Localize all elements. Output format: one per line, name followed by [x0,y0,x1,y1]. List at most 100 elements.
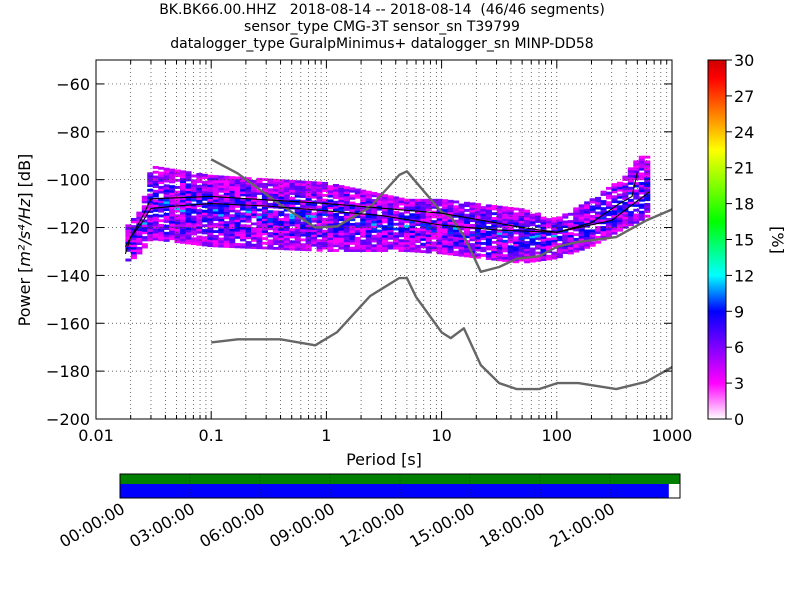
psd-cell [289,240,296,244]
psd-cell [251,236,258,240]
psd-cell [524,236,531,240]
psd-cell [245,210,252,214]
psd-cell [393,241,400,245]
psd-cell [169,194,176,198]
psd-cell [294,211,301,215]
psd-cell [545,240,552,244]
psd-cell [223,221,230,224]
psd-cell [627,198,634,202]
psd-cell [245,205,252,209]
psd-cell [261,220,268,224]
psd-cell [633,213,640,217]
psd-cell [251,243,258,247]
title-line-3: datalogger_type GuralpMinimus+ datalogge… [170,36,594,52]
psd-cell [616,200,623,204]
psd-cell [518,239,525,243]
psd-cell [185,212,192,216]
psd-cell [354,190,361,194]
psd-cell [518,225,525,228]
psd-cell [267,227,274,231]
psd-cell [447,221,454,225]
psd-cell [633,194,640,198]
high-noise-model-line [210,158,672,274]
psd-cell [573,221,580,225]
psd-cell [578,245,585,249]
psd-cell [360,222,367,226]
psd-cell [256,199,263,202]
psd-cell [158,233,165,237]
psd-cell [633,162,640,166]
psd-cell [196,223,203,227]
psd-cell [502,235,509,238]
psd-cell [403,237,410,240]
psd-cell [125,224,132,228]
psd-cell [234,200,241,204]
psd-cell [316,219,323,223]
psd-cell [223,187,230,191]
psd-cell [338,189,345,193]
psd-cell [294,187,301,191]
psd-cell [327,204,334,208]
psd-cell [480,222,487,226]
psd-cell [163,208,170,211]
psd-cell [180,206,187,210]
psd-cell [343,191,350,195]
psd-cell [584,203,591,207]
psd-cell [240,181,247,185]
psd-cell [529,230,536,234]
psd-cell [196,201,203,205]
psd-cell [141,198,148,201]
psd-cell [294,228,301,232]
psd-cell [595,240,602,244]
psd-cell [409,213,416,217]
psd-cell [409,215,416,219]
psd-cell [633,191,640,195]
psd-cell [201,236,208,240]
psd-cell [174,233,181,237]
psd-cell [398,226,405,230]
psd-cell [616,188,623,192]
psd-cell [513,212,520,216]
psd-cell [540,250,547,254]
psd-cell [245,229,252,233]
psd-cell [240,238,247,242]
psd-cell [223,185,230,189]
psd-cell [507,252,514,256]
psd-cell [196,211,203,215]
psd-cell [425,222,432,226]
psd-cell [278,227,285,231]
psd-cell [556,250,563,254]
psd-cell [283,218,290,222]
psd-cell [409,227,416,231]
psd-cell [316,231,323,235]
psd-cell [278,218,285,221]
psd-cell [474,234,481,238]
psd-cell [354,229,361,233]
psd-cell [322,232,329,236]
psd-cell [141,231,148,235]
psd-cell [376,193,383,197]
psd-cell [343,215,350,219]
psd-cell [616,207,623,211]
psd-cell [234,178,241,182]
psd-cell [218,225,225,229]
psd-cell [633,218,640,222]
psd-cell [524,245,531,249]
psd-cell [622,201,629,205]
psd-cell [387,231,394,235]
psd-cell [534,246,542,250]
psd-cell [152,182,159,186]
psd-cell [234,235,241,239]
psd-cell [633,208,640,212]
psd-cell [152,170,159,174]
psd-cell [354,195,361,199]
psd-cell [305,205,312,208]
psd-cell [589,215,596,218]
psd-cell [300,211,307,215]
psd-cell [453,200,460,204]
psd-cell [480,213,487,217]
psd-cell [382,220,389,224]
psd-cell [414,201,421,205]
psd-cell [136,213,143,217]
psd-cell [524,253,531,257]
